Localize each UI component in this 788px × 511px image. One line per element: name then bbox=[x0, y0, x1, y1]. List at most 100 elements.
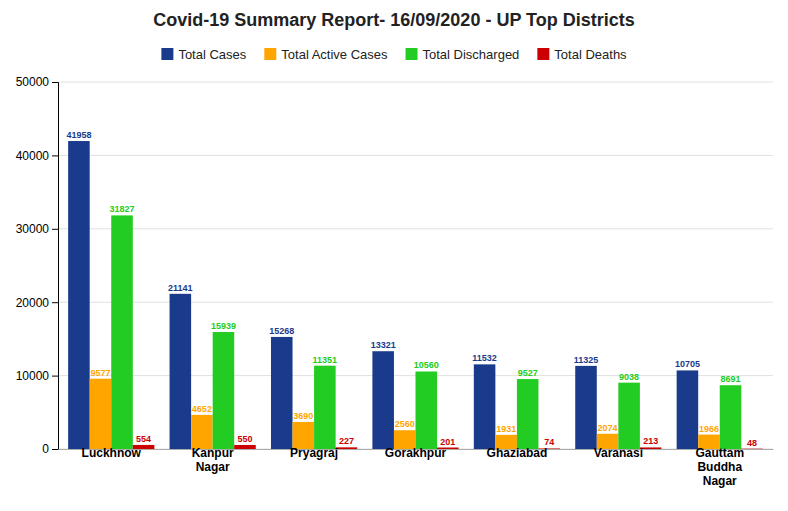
y-tick-label: 10000 bbox=[16, 369, 50, 383]
x-tick: Gorakhpur bbox=[385, 446, 447, 460]
y-tick-label: 20000 bbox=[16, 296, 50, 310]
bar bbox=[372, 351, 394, 449]
legend-item: Total Deaths bbox=[537, 47, 627, 62]
x-tick: Varanasi bbox=[594, 446, 643, 460]
bar-series bbox=[68, 141, 698, 449]
data-labels: 4195821141152681332111532113251070595774… bbox=[66, 130, 757, 448]
data-label: 41958 bbox=[66, 130, 91, 140]
bar bbox=[90, 379, 112, 449]
data-label: 9527 bbox=[518, 368, 538, 378]
title: Covid-19 Summary Report- 16/09/2020 - UP… bbox=[153, 10, 635, 30]
y-axis: 0 10000 20000 30000 40000 50000 bbox=[16, 75, 59, 456]
legend-swatch bbox=[161, 48, 173, 60]
y-axis-line bbox=[52, 83, 59, 450]
x-tick-label: Ghaziabad bbox=[487, 446, 548, 460]
data-label: 550 bbox=[237, 434, 252, 444]
x-tick-label: KanpurNagar bbox=[192, 446, 234, 474]
data-label: 31827 bbox=[110, 204, 135, 214]
data-label: 2560 bbox=[395, 419, 415, 429]
y-tick: 50000 bbox=[16, 75, 58, 89]
bar bbox=[677, 370, 699, 449]
y-tick: 10000 bbox=[16, 369, 58, 383]
bar bbox=[517, 379, 539, 449]
bar bbox=[68, 141, 90, 449]
y-tick: 20000 bbox=[16, 296, 58, 310]
bar bbox=[271, 337, 293, 449]
legend-label: Total Deaths bbox=[554, 47, 627, 62]
bar bbox=[336, 447, 358, 449]
bar bbox=[170, 294, 192, 449]
legend-label: Total Active Cases bbox=[281, 47, 388, 62]
bar bbox=[575, 366, 597, 449]
bar bbox=[416, 371, 438, 449]
data-label: 9038 bbox=[619, 372, 639, 382]
data-label: 8691 bbox=[721, 374, 741, 384]
y-tick-mark bbox=[52, 449, 58, 450]
data-label: 4652 bbox=[192, 404, 212, 414]
x-tick: KanpurNagar bbox=[192, 446, 234, 474]
data-label: 1931 bbox=[496, 424, 516, 434]
x-tick: Pryagraj bbox=[290, 446, 338, 460]
x-tick: Ghaziabad bbox=[487, 446, 548, 460]
y-tick-mark bbox=[52, 82, 58, 83]
data-label: 15268 bbox=[269, 326, 294, 336]
x-tick-label: Pryagraj bbox=[290, 446, 338, 460]
data-label: 227 bbox=[339, 436, 354, 446]
bar bbox=[191, 415, 213, 449]
bar bbox=[314, 366, 336, 449]
y-tick: 0 bbox=[42, 442, 58, 456]
bar bbox=[474, 364, 496, 449]
data-label: 10705 bbox=[675, 359, 700, 369]
bar-series bbox=[90, 379, 720, 449]
y-tick-label: 40000 bbox=[16, 149, 50, 163]
data-label: 2074 bbox=[598, 423, 618, 433]
legend-item: Total Active Cases bbox=[264, 47, 388, 62]
x-tick: Luckhnow bbox=[82, 446, 142, 460]
x-tick-label: Varanasi bbox=[594, 446, 643, 460]
legend-swatch bbox=[406, 48, 418, 60]
x-tick-label: Luckhnow bbox=[82, 446, 142, 460]
x-tick: GauttamBuddhaNagar bbox=[695, 446, 744, 488]
y-tick-label: 50000 bbox=[16, 75, 50, 89]
data-label-series: 31827 15939 11351 10560 9527 9038 8691 bbox=[110, 204, 741, 384]
data-label: 10560 bbox=[414, 360, 439, 370]
x-tick-label: Gorakhpur bbox=[385, 446, 447, 460]
bar bbox=[234, 445, 256, 449]
data-label: 21141 bbox=[168, 283, 193, 293]
y-tick-mark bbox=[52, 376, 58, 377]
grid-line bbox=[58, 302, 773, 303]
y-tick-mark bbox=[52, 229, 58, 230]
x-tick-label: GauttamBuddhaNagar bbox=[695, 446, 744, 488]
grid-line bbox=[58, 82, 773, 83]
legend-label: Total Cases bbox=[178, 47, 246, 62]
data-label-series: 9577 4652 3690 2560 1931 2074 1966 bbox=[90, 368, 719, 434]
x-axis: Luckhnow KanpurNagar Pryagraj Gorakhpur Ghaz… bbox=[59, 446, 774, 488]
legend-swatch bbox=[537, 48, 549, 60]
data-label: 3690 bbox=[293, 411, 313, 421]
bar bbox=[111, 215, 133, 449]
bar bbox=[720, 385, 742, 449]
legend-item: Total Cases bbox=[161, 47, 246, 62]
grid-line bbox=[58, 155, 773, 156]
data-label: 11325 bbox=[574, 355, 599, 365]
legend-swatch bbox=[264, 48, 276, 60]
data-label: 15939 bbox=[211, 321, 236, 331]
data-label-series: 41958211411526813321115321132510705 bbox=[66, 130, 700, 369]
data-label: 11532 bbox=[472, 353, 497, 363]
bar-series bbox=[111, 215, 741, 449]
legend-label: Total Discharged bbox=[423, 47, 520, 62]
grid bbox=[58, 82, 773, 449]
plot: 0 10000 20000 30000 40000 50000 41958 21141 1526… bbox=[16, 75, 774, 487]
bar bbox=[293, 422, 315, 449]
bar bbox=[640, 447, 662, 449]
data-label: 213 bbox=[643, 436, 658, 446]
bar bbox=[213, 332, 235, 449]
data-label: 9577 bbox=[90, 368, 110, 378]
bar bbox=[618, 383, 640, 449]
data-label: 11351 bbox=[313, 355, 338, 365]
bar bbox=[741, 448, 763, 449]
data-label: 1966 bbox=[699, 424, 719, 434]
legend: Total Cases Total Active Cases Total Disch… bbox=[161, 47, 627, 62]
y-tick: 30000 bbox=[16, 222, 58, 236]
bars bbox=[68, 141, 763, 449]
